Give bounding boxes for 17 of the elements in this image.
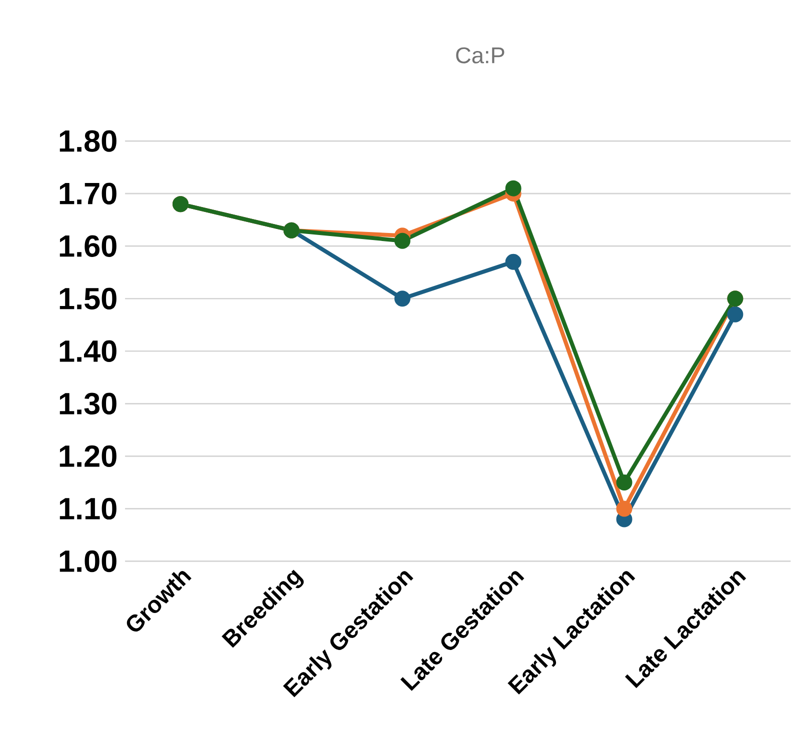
point — [727, 306, 744, 322]
point — [616, 474, 632, 490]
y-tick-label: 1.70 — [60, 182, 116, 204]
y-tick-label: 1.30 — [60, 392, 116, 414]
y-tick-label: 1.60 — [60, 235, 116, 257]
point — [505, 180, 522, 196]
y-tick-label: 1.40 — [60, 340, 116, 362]
y-tick-label: 1.00 — [60, 550, 116, 572]
y-tick-label: 1.80 — [60, 130, 116, 152]
point — [616, 500, 632, 517]
y-tick-label: 1.20 — [60, 445, 116, 467]
point — [394, 290, 410, 306]
chart-title: Ca:P — [456, 47, 504, 64]
point — [505, 254, 522, 270]
y-tick-label: 1.10 — [60, 498, 116, 520]
y-tick-label: 1.50 — [60, 288, 116, 310]
point — [394, 232, 410, 249]
